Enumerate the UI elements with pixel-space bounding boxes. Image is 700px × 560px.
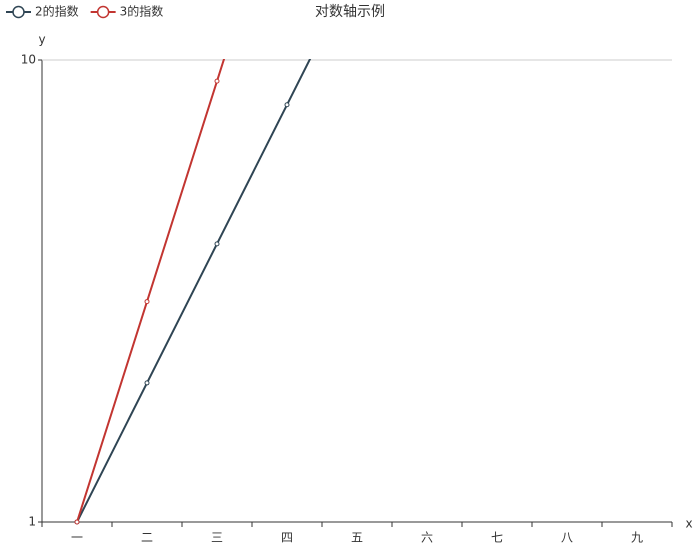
plot-area: [74, 59, 312, 525]
y-axis-label: y: [38, 33, 45, 47]
x-tick-label: 四: [281, 531, 293, 545]
y-tick-label: 1: [28, 515, 36, 529]
x-tick-label: 一: [71, 531, 83, 545]
x-tick-label: 二: [141, 531, 153, 545]
x-tick-label: 七: [491, 531, 503, 545]
legend-item: 3的指数: [90, 4, 164, 19]
x-tick-label: 五: [351, 531, 363, 545]
data-point: [144, 299, 150, 305]
legend-symbol: [12, 5, 25, 19]
x-tick-label: 八: [561, 531, 573, 545]
y-tick-label: 10: [21, 53, 36, 67]
legend-label: 2的指数: [35, 4, 79, 19]
data-point: [214, 78, 220, 84]
data-point: [284, 102, 290, 108]
x-tick-label: 六: [421, 531, 433, 545]
series-line: [76, 59, 226, 523]
series-line: [76, 59, 312, 523]
legend-item: 2的指数: [6, 4, 79, 19]
x-axis-label: x: [685, 517, 692, 531]
legend-symbol: [96, 5, 110, 19]
data-point: [214, 241, 220, 247]
chart-title: 对数轴示例: [315, 4, 385, 20]
x-tick-label: 三: [211, 531, 223, 545]
data-point: [144, 380, 150, 386]
x-tick-label: 九: [631, 531, 643, 545]
data-point: [74, 519, 80, 525]
legend-label: 3的指数: [120, 4, 164, 19]
